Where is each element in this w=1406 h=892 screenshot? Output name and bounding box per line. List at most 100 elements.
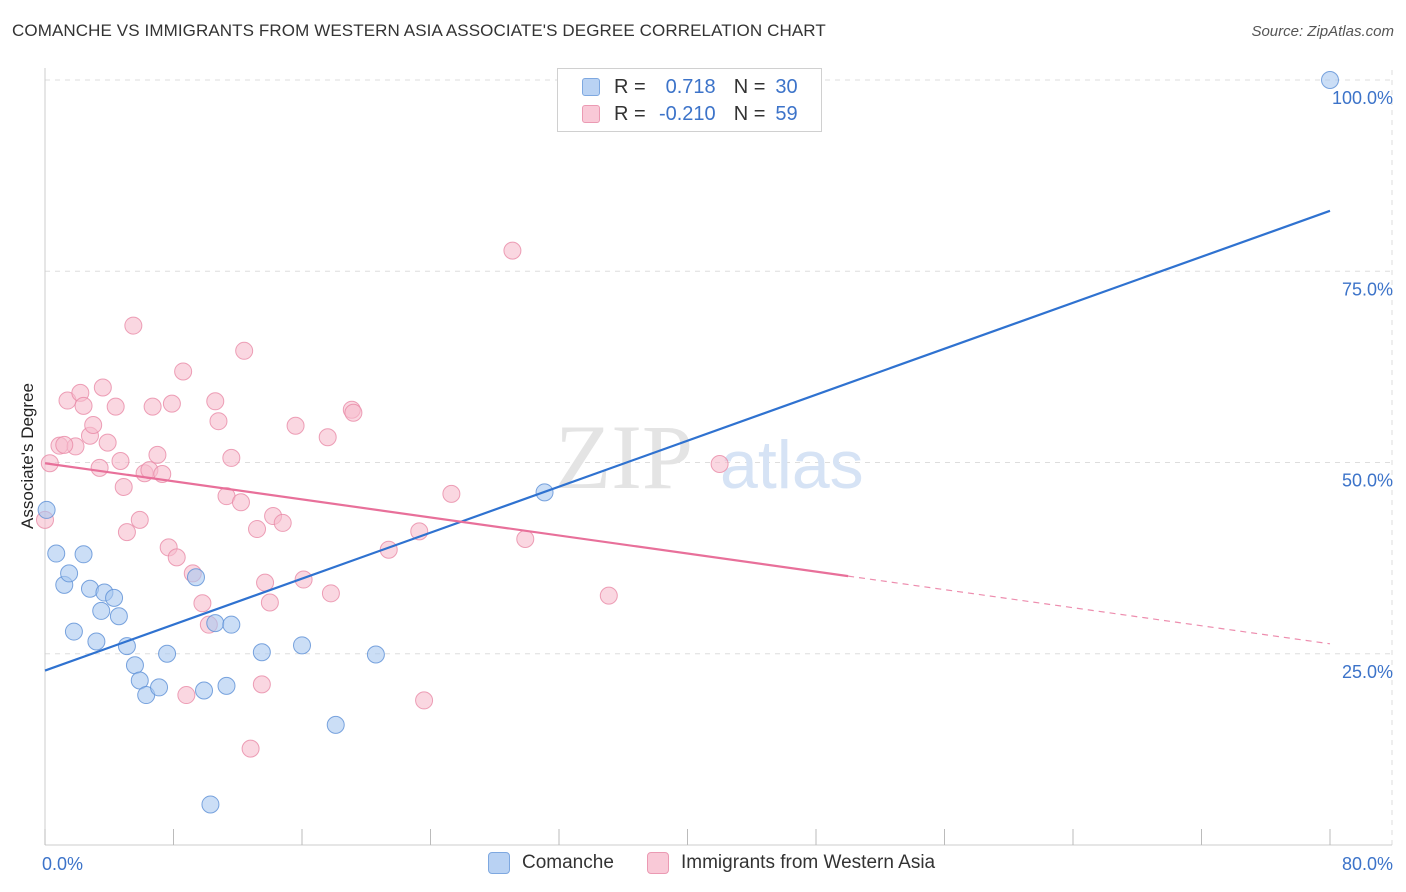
- source-label: Source: ZipAtlas.com: [1251, 23, 1394, 40]
- comanche-point: [222, 615, 241, 634]
- r-value: -0.210: [658, 102, 716, 125]
- comanche-point: [201, 795, 220, 814]
- n-value: 30: [775, 75, 798, 98]
- western-asia-point: [111, 451, 130, 470]
- western-asia-point: [167, 548, 186, 567]
- western-asia-point: [318, 428, 337, 447]
- comanche-point: [186, 568, 205, 587]
- western-asia-point: [55, 435, 74, 454]
- comanche-point: [206, 614, 225, 633]
- n-label: N =: [733, 75, 766, 98]
- western-asia-point: [148, 445, 167, 464]
- comanche-point: [366, 645, 385, 664]
- western-asia-point: [241, 739, 260, 758]
- western-asia-point: [231, 493, 250, 512]
- y-axis-label: Associate's Degree: [18, 383, 37, 529]
- comanche-point: [195, 681, 214, 700]
- western-asia-point: [130, 510, 149, 529]
- western-asia-point: [321, 584, 340, 603]
- western-asia-point: [286, 416, 305, 435]
- watermark-zip: ZIP: [555, 406, 693, 508]
- western-asia-trend-line: [44, 462, 849, 578]
- western-asia-point: [98, 433, 117, 452]
- legend-row-western-asia: R = -0.210 N = 59: [582, 101, 798, 127]
- comanche-point: [37, 500, 56, 519]
- watermark: ZIP atlas: [555, 406, 864, 508]
- n-value: 59: [775, 102, 798, 125]
- r-label: R =: [614, 75, 646, 98]
- comanche-point: [109, 607, 128, 626]
- comanche-point: [217, 676, 236, 695]
- x-tick-label: 0.0%: [42, 854, 83, 874]
- trend-lines: [44, 209, 1331, 672]
- comanche-point: [326, 715, 345, 734]
- western-asia-point: [162, 394, 181, 413]
- western-asia-point: [74, 396, 93, 415]
- western-asia-point: [93, 378, 112, 397]
- comanche-point: [293, 636, 311, 655]
- western-asia-point: [710, 455, 729, 474]
- western-asia-point: [599, 586, 618, 605]
- comanche-point: [92, 601, 111, 620]
- r-value: 0.718: [665, 75, 716, 98]
- n-label: N =: [733, 102, 766, 125]
- correlation-legend: R = 0.718 N = 30 R = -0.210 N = 59: [557, 68, 822, 132]
- western-asia-swatch: [647, 852, 669, 874]
- comanche-point: [60, 564, 79, 583]
- comanche-point: [64, 622, 83, 641]
- western-asia-point: [90, 458, 109, 477]
- western-asia-point: [235, 341, 254, 360]
- comanche-swatch: [582, 78, 600, 96]
- western-asia-point: [516, 530, 535, 548]
- y-tick-label: 25.0%: [1342, 662, 1393, 682]
- western-asia-point: [143, 397, 162, 416]
- chart-title: COMANCHE VS IMMIGRANTS FROM WESTERN ASIA…: [12, 21, 826, 40]
- western-asia-point: [177, 686, 196, 705]
- western-asia-point: [344, 403, 363, 422]
- y-tick-label: 100.0%: [1332, 88, 1393, 108]
- comanche-point: [1321, 71, 1339, 89]
- western-asia-point: [260, 593, 279, 612]
- y-tick-label: 50.0%: [1342, 471, 1393, 491]
- comanche-point: [150, 678, 169, 697]
- western-asia-point: [442, 484, 461, 503]
- western-asia-point: [117, 523, 136, 542]
- western-asia-point: [124, 316, 143, 335]
- western-asia-point: [252, 675, 271, 694]
- x-tick-label: 80.0%: [1342, 854, 1393, 874]
- legend-item-comanche[interactable]: Comanche: [488, 852, 614, 874]
- legend-label-western-asia: Immigrants from Western Asia: [681, 852, 936, 873]
- western-asia-point: [294, 570, 313, 589]
- western-asia-point: [206, 392, 225, 411]
- western-asia-point: [106, 397, 125, 416]
- comanche-point: [105, 588, 124, 607]
- legend-row-comanche: R = 0.718 N = 30: [582, 74, 798, 100]
- legend-label-comanche: Comanche: [522, 852, 614, 873]
- western-asia-point: [209, 412, 228, 431]
- tick-labels: 25.0% 50.0% 75.0% 100.0% 0.0% 80.0%: [42, 88, 1393, 874]
- western-asia-point: [174, 362, 193, 381]
- western-asia-swatch: [582, 105, 600, 123]
- comanche-point: [87, 632, 106, 651]
- comanche-trend-line: [44, 209, 1331, 672]
- western-asia-point: [248, 520, 267, 539]
- western-asia-point: [503, 241, 522, 260]
- comanche-point: [125, 656, 144, 675]
- western-asia-point: [222, 448, 241, 467]
- western-asia-point: [273, 513, 292, 532]
- western-asia-point: [114, 477, 133, 496]
- comanche-point: [47, 544, 66, 563]
- western-asia-point: [193, 594, 212, 613]
- western-asia-point: [415, 691, 434, 710]
- comanche-point: [158, 644, 177, 663]
- series-legend: Comanche Immigrants from Western Asia: [0, 850, 1406, 878]
- comanche-point: [74, 545, 93, 564]
- r-label: R =: [614, 102, 646, 125]
- western-asia-point: [84, 416, 103, 435]
- legend-item-western-asia[interactable]: Immigrants from Western Asia: [647, 852, 935, 874]
- data-points: [36, 71, 1339, 814]
- y-tick-label: 75.0%: [1342, 279, 1393, 299]
- watermark-atlas: atlas: [720, 427, 864, 503]
- comanche-swatch: [488, 852, 510, 874]
